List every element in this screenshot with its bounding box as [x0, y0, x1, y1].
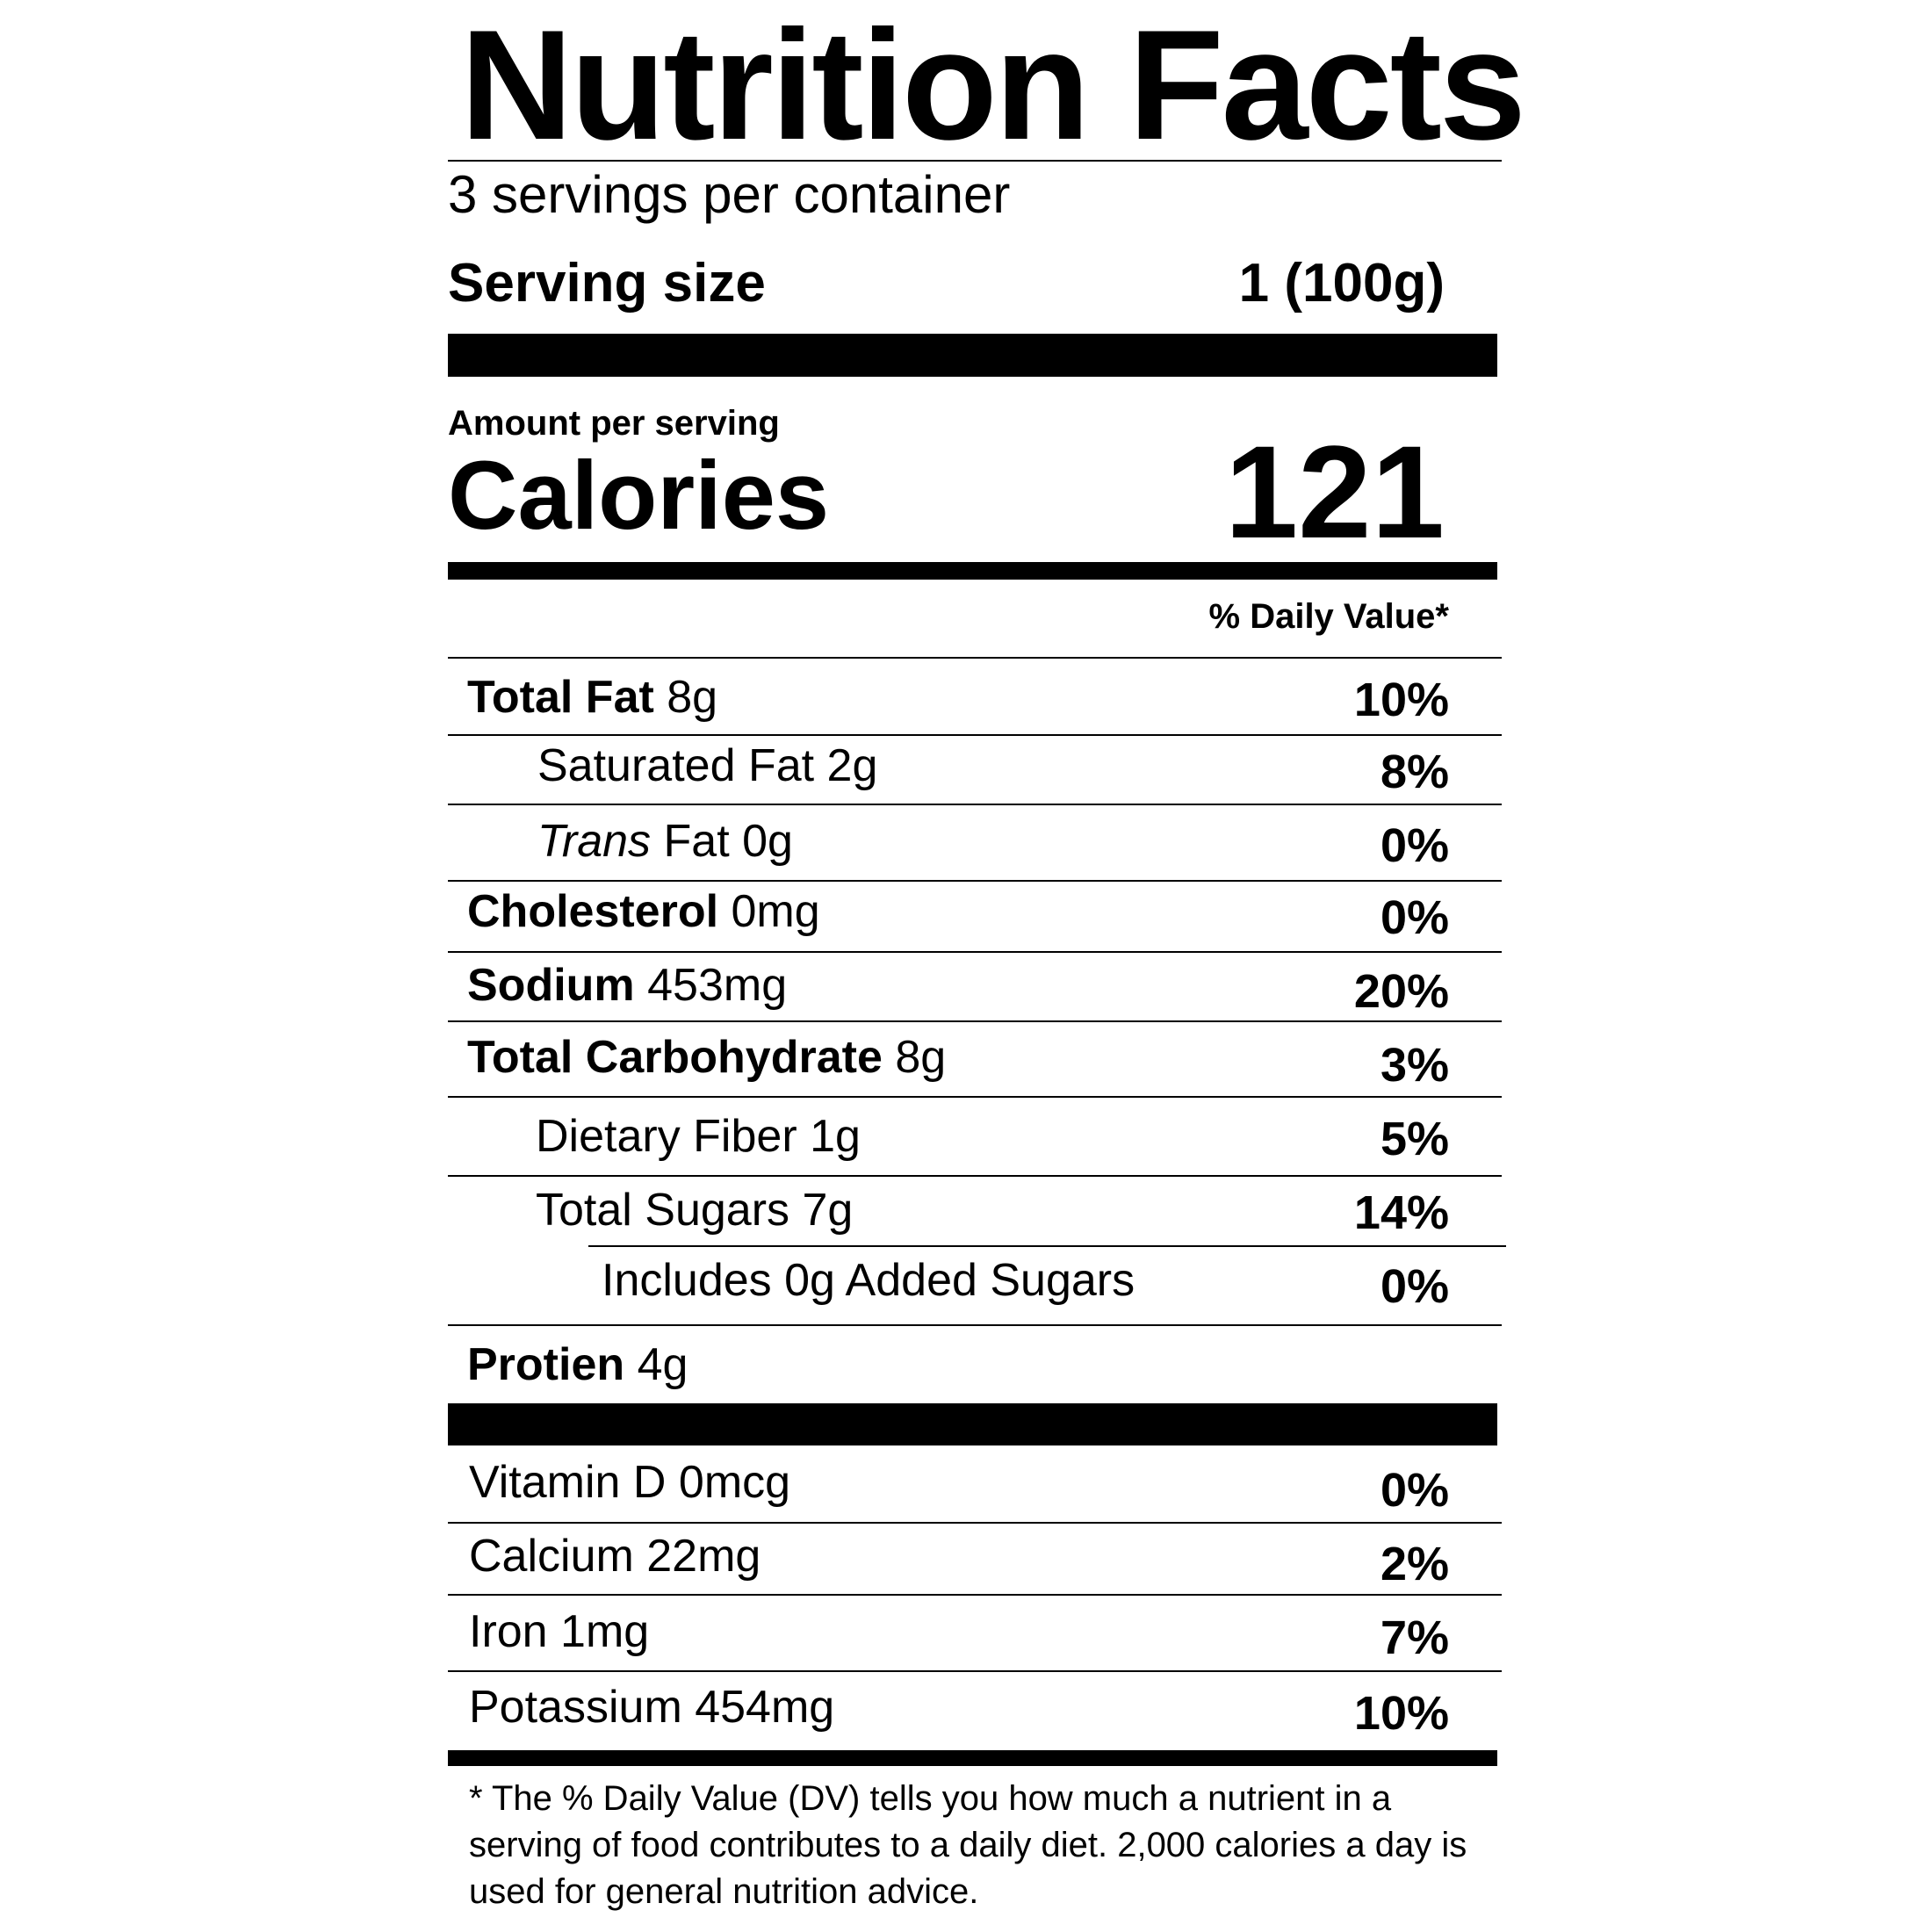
nutrient-dv: 20% — [1353, 965, 1449, 1018]
nutrient-trans-fat: Trans Fat 0g — [537, 818, 793, 864]
nutrient-sodium: Sodium 453mg — [467, 962, 787, 1008]
daily-value-header: % Daily Value* — [1208, 597, 1449, 636]
vitamin-d: Vitamin D 0mcg — [469, 1457, 791, 1508]
nutrient-dv: 14% — [1353, 1186, 1449, 1239]
calcium: Calcium 22mg — [469, 1531, 761, 1582]
heavy-divider — [448, 1403, 1497, 1445]
nutrient-cholesterol: Cholesterol 0mg — [467, 889, 820, 934]
nutrient-dv: 5% — [1380, 1113, 1449, 1165]
nutrient-total-carbohydrate: Total Carbohydrate 8g — [467, 1034, 946, 1080]
nutrient-dv: 7% — [1380, 1611, 1449, 1664]
nutrient-total-fat: Total Fat 8g — [467, 674, 717, 720]
label-title: Nutrition Facts — [460, 0, 1526, 172]
nutrient-name: Total Fat — [467, 672, 654, 723]
divider — [448, 1670, 1502, 1672]
iron: Iron 1mg — [469, 1606, 650, 1657]
heavy-divider — [448, 562, 1497, 580]
nutrient-protein: Protien 4g — [467, 1342, 688, 1388]
divider — [448, 1522, 1502, 1524]
divider — [448, 804, 1502, 805]
nutrition-facts-label: Nutrition Facts 3 servings per container… — [448, 0, 1526, 1932]
daily-value-footnote: * The % Daily Value (DV) tells you how m… — [469, 1779, 1467, 1911]
nutrient-added-sugars: Includes 0g Added Sugars — [602, 1255, 1135, 1306]
nutrient-total-sugars: Total Sugars 7g — [536, 1185, 854, 1236]
divider — [448, 1020, 1502, 1022]
heavy-divider — [448, 1750, 1497, 1766]
nutrient-name-rest: Fat 0g — [651, 816, 793, 867]
nutrient-name-italic: Trans — [537, 816, 652, 867]
divider — [448, 160, 1502, 162]
nutrient-name: Cholesterol — [467, 886, 719, 937]
nutrient-amount: 453mg — [647, 960, 788, 1011]
nutrient-dv: 8% — [1380, 746, 1449, 798]
nutrient-dv: 10% — [1353, 674, 1449, 726]
divider — [448, 734, 1502, 736]
nutrient-name: Total Carbohydrate — [467, 1032, 883, 1083]
divider — [448, 1324, 1502, 1326]
divider — [448, 1175, 1502, 1177]
divider — [448, 951, 1502, 953]
nutrient-dietary-fiber: Dietary Fiber 1g — [536, 1111, 861, 1162]
divider — [448, 1594, 1502, 1596]
divider — [448, 657, 1502, 659]
nutrient-amount: 4g — [637, 1339, 688, 1390]
nutrient-amount: 8g — [895, 1032, 947, 1083]
nutrient-amount: 8g — [667, 672, 718, 723]
divider — [448, 880, 1502, 882]
nutrient-dv: 0% — [1380, 1464, 1449, 1517]
divider — [588, 1245, 1506, 1247]
nutrient-name: Protien — [467, 1339, 625, 1390]
servings-per-container: 3 servings per container — [448, 165, 1011, 224]
potassium: Potassium 454mg — [469, 1682, 835, 1733]
divider — [448, 1096, 1502, 1098]
nutrient-dv: 2% — [1380, 1538, 1449, 1590]
heavy-divider — [448, 334, 1497, 377]
serving-size-value: 1 (100g) — [1238, 253, 1445, 314]
serving-size-label: Serving size — [448, 253, 766, 314]
nutrient-name: Sodium — [467, 960, 635, 1011]
nutrient-dv: 10% — [1353, 1687, 1449, 1740]
calories-value: 121 — [1224, 418, 1445, 566]
nutrient-saturated-fat: Saturated Fat 2g — [537, 740, 878, 791]
nutrient-dv: 0% — [1380, 1260, 1449, 1313]
amount-per-serving: Amount per serving — [448, 404, 780, 443]
nutrient-dv: 0% — [1380, 819, 1449, 872]
nutrient-amount: 0mg — [731, 886, 820, 937]
nutrient-dv: 0% — [1380, 891, 1449, 944]
nutrient-dv: 3% — [1380, 1039, 1449, 1092]
calories-label: Calories — [448, 442, 830, 550]
